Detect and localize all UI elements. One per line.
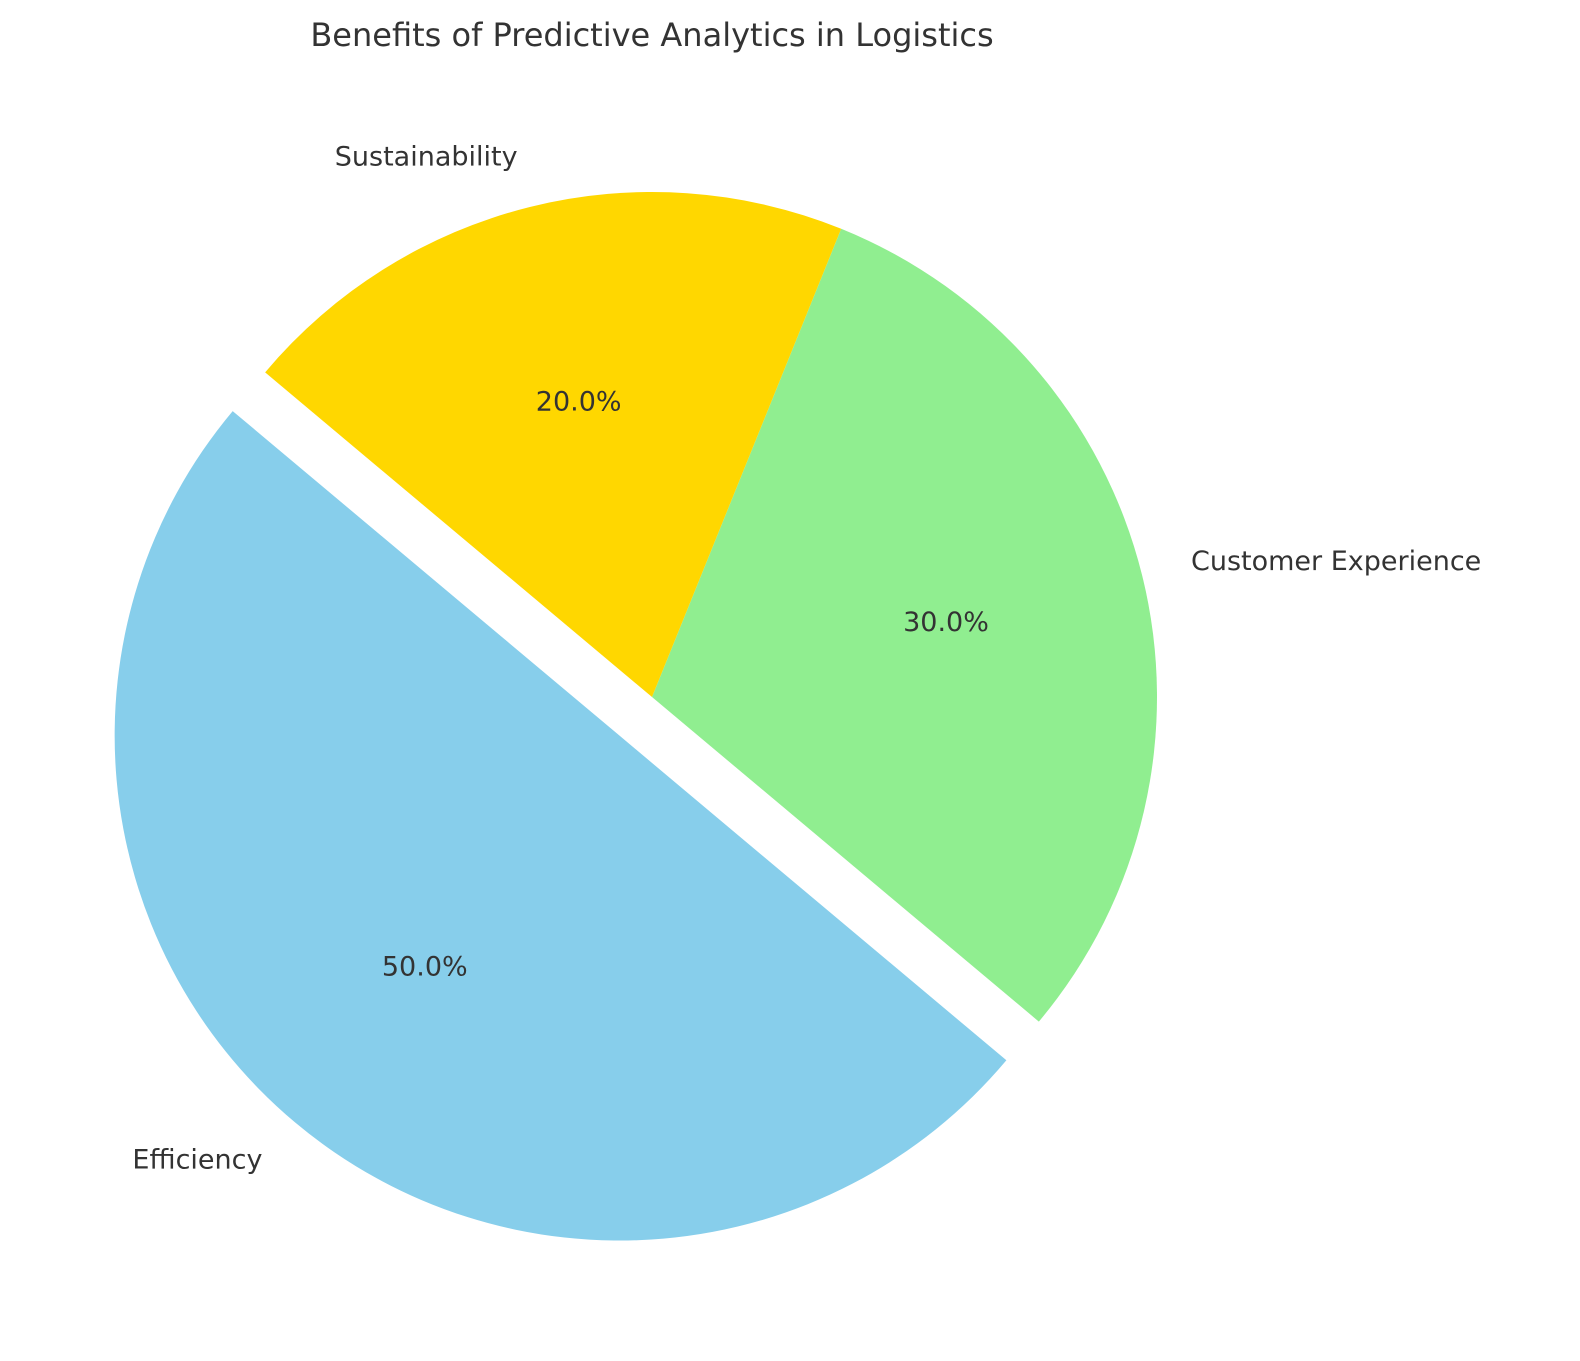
value-label: 50.0% [382, 951, 468, 982]
pie-slice [265, 191, 842, 697]
pie-slice [114, 411, 1007, 1241]
slice-label: Sustainability [335, 142, 518, 173]
pie-slice [652, 228, 1158, 1022]
chart-title: Benefits of Predictive Analytics in Logi… [310, 16, 993, 54]
value-label: 30.0% [903, 607, 989, 638]
slice-label: Customer Experience [1191, 546, 1481, 577]
slice-label: Efficiency [132, 1145, 262, 1176]
value-label: 20.0% [536, 387, 622, 418]
